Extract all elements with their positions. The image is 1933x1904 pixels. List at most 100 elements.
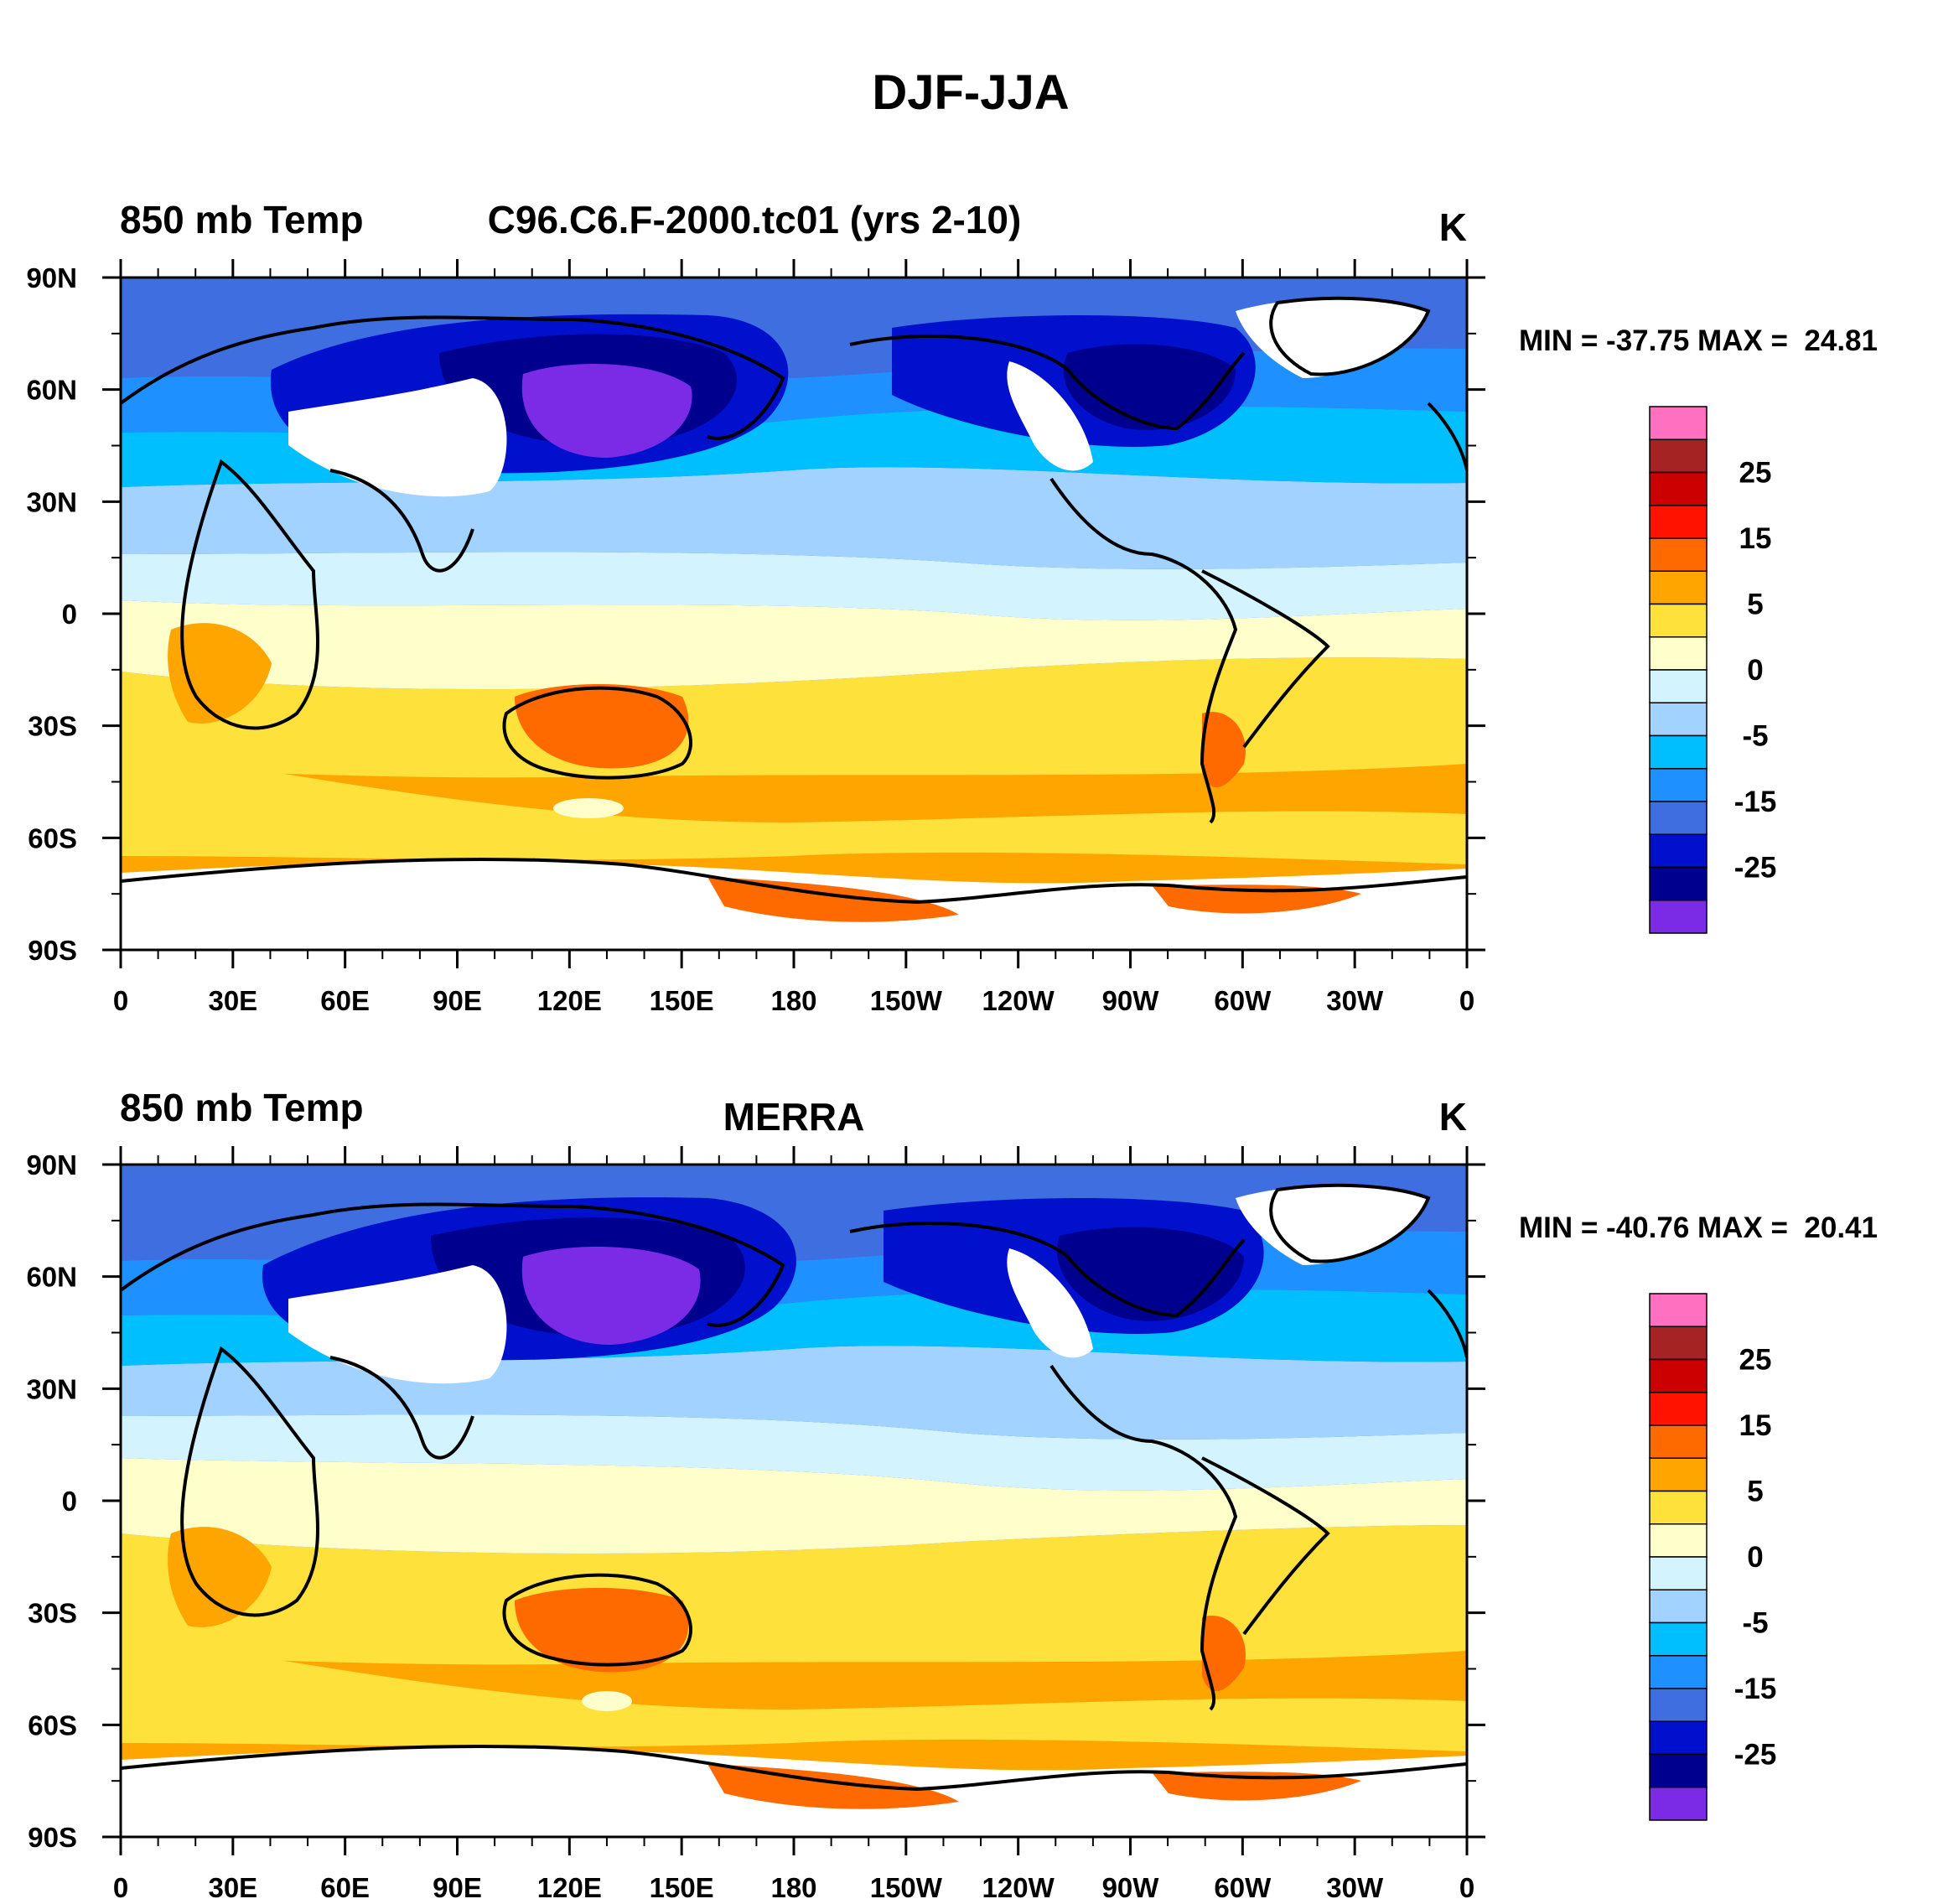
colorbar-box [1649, 768, 1708, 802]
lat-tick-label: 0 [62, 599, 77, 630]
lon-tick-label: 90W [1102, 985, 1160, 1016]
axes-panel-2: 90N 60N 30N 0 30S 60S 90S 0 30E 60E 90E 120E 150E 180… [26, 1146, 1485, 1903]
colorbar-box [1649, 1621, 1708, 1657]
colorbar-box [1649, 1556, 1708, 1590]
colorbar-box [1649, 1490, 1708, 1525]
colorbar-box [1649, 866, 1708, 901]
lon-tick-label: 120W [982, 985, 1055, 1016]
lon-tick-label: 30W [1326, 1872, 1384, 1900]
lon-tick-label: 60E [320, 985, 370, 1016]
lon-tick-label: 30W [1326, 985, 1384, 1016]
colorbar-tick-label: -15 [1734, 786, 1777, 818]
colorbar-box [1649, 1392, 1708, 1426]
lon-tick-label: 90E [433, 985, 482, 1016]
panel-dataset-label: MERRA [723, 1095, 865, 1139]
lat-tick-label: 90N [26, 262, 77, 293]
colorbar-tick-label: 0 [1747, 654, 1763, 687]
cold-core-eurasia-purple [521, 364, 692, 458]
warm-australia [515, 684, 689, 769]
colorbar-box [1649, 1457, 1708, 1492]
colorbar-box [1649, 537, 1708, 572]
colorbar-tick-label: -25 [1734, 852, 1777, 885]
panel-units-label: K [1439, 1095, 1467, 1139]
colorbar-tick-label: 5 [1747, 589, 1763, 621]
colorbar-box [1649, 406, 1708, 440]
lon-tick-label: 150E [650, 1872, 714, 1900]
lon-tick-label: 150E [650, 985, 714, 1016]
axes-panel-1: 90N 60N 30N 0 30S 60S 90S 0 30E 60E 90E 120E 150E 180… [26, 259, 1485, 1016]
colorbar-box [1649, 900, 1708, 934]
panel-variable-label: 850 mb Temp [120, 1086, 364, 1129]
band-midlat-yellow [121, 747, 1467, 864]
colorbar-box [1649, 1655, 1708, 1689]
colorbar-box [1649, 1358, 1708, 1393]
band-yellow-south [121, 657, 1467, 778]
lat-tick-label: 60S [28, 822, 77, 853]
band-pale-cyan [121, 552, 1467, 620]
lat-tick-label: 90S [28, 935, 77, 966]
colorbar-tick-label: 25 [1739, 1344, 1772, 1377]
lon-tick-label: 30E [208, 1872, 257, 1900]
warm-australia [515, 1588, 689, 1673]
panel-units-label: K [1439, 205, 1467, 249]
lat-tick-label: 60N [26, 375, 77, 406]
colorbar-box [1649, 1424, 1708, 1459]
terrain-mask-rockies [1007, 1248, 1093, 1358]
warm-antarctic-coast-b [1152, 1772, 1361, 1801]
colorbar-box [1649, 438, 1708, 474]
lat-tick-label: 90S [28, 1822, 77, 1853]
warm-south-america [1202, 1616, 1246, 1692]
terrain-mask-tibet [288, 1265, 507, 1384]
terrain-mask-greenland [1236, 298, 1428, 378]
colorbar-box [1649, 603, 1708, 638]
temperature-field [121, 278, 1467, 950]
warm-antarctic-coast-a [707, 877, 959, 922]
band-yellow-south [121, 1525, 1467, 1665]
cold-spot-south [553, 798, 624, 818]
colorbar-box [1649, 702, 1708, 737]
colorbar-tick-label: 5 [1747, 1476, 1763, 1508]
lon-tick-label: 60W [1214, 1872, 1272, 1900]
warm-antarctic-coast-a [707, 1764, 959, 1809]
terrain-mask-greenland [1236, 1185, 1428, 1265]
colorbar-tick-label: 25 [1739, 457, 1772, 490]
panel-dataset-label: C96.C6.F-2000.tc01 (yrs 2-10) [488, 198, 1022, 241]
colorbar-box [1649, 505, 1708, 539]
lon-tick-label: 60W [1214, 985, 1272, 1016]
lat-tick-label: 30N [26, 486, 77, 517]
panel-model: 850 mb Temp C96.C6.F-2000.tc01 (yrs 2-10… [26, 198, 1878, 1016]
colorbar-box [1649, 636, 1708, 671]
lat-tick-label: 30S [28, 1598, 77, 1629]
colorbar-box [1649, 1523, 1708, 1558]
lon-tick-label: 150W [870, 1872, 943, 1900]
colorbar-tick-label: -5 [1742, 1607, 1768, 1640]
lon-tick-label: 90E [433, 1872, 482, 1900]
colorbar-box [1649, 734, 1708, 770]
lon-tick-label: 0 [113, 985, 128, 1016]
band-midlat-yellow [121, 1634, 1467, 1751]
lon-tick-label: 180 [770, 1872, 816, 1900]
stats-label: MIN = -37.75 MAX = 24.81 [1519, 324, 1878, 357]
colorbar-tick-label: -5 [1742, 720, 1768, 753]
lat-tick-label: 90N [26, 1149, 77, 1180]
colorbar-tick-label: 0 [1747, 1541, 1763, 1574]
lat-tick-label: 60N [26, 1262, 77, 1293]
colorbar-box [1649, 1720, 1708, 1756]
cold-spot-south [582, 1691, 632, 1711]
warm-south-america [1202, 712, 1246, 788]
colorbar-box [1649, 471, 1708, 506]
lat-tick-label: 30S [28, 711, 77, 742]
lon-tick-label: 120E [537, 1872, 602, 1900]
lon-tick-label: 0 [1459, 1872, 1474, 1900]
colorbar-box [1649, 1688, 1708, 1722]
terrain-mask-rockies [1007, 361, 1093, 471]
lon-tick-label: 120W [982, 1872, 1055, 1900]
cold-core-north-america-deep [1063, 344, 1236, 430]
panel-reanalysis: 850 mb Temp MERRA K [26, 1086, 1878, 1903]
lat-tick-label: 0 [62, 1486, 77, 1517]
warm-antarctic-coast-b [1152, 885, 1361, 914]
colorbar-box [1649, 1753, 1708, 1788]
lon-tick-label: 120E [537, 985, 602, 1016]
colorbar-box [1649, 570, 1708, 605]
